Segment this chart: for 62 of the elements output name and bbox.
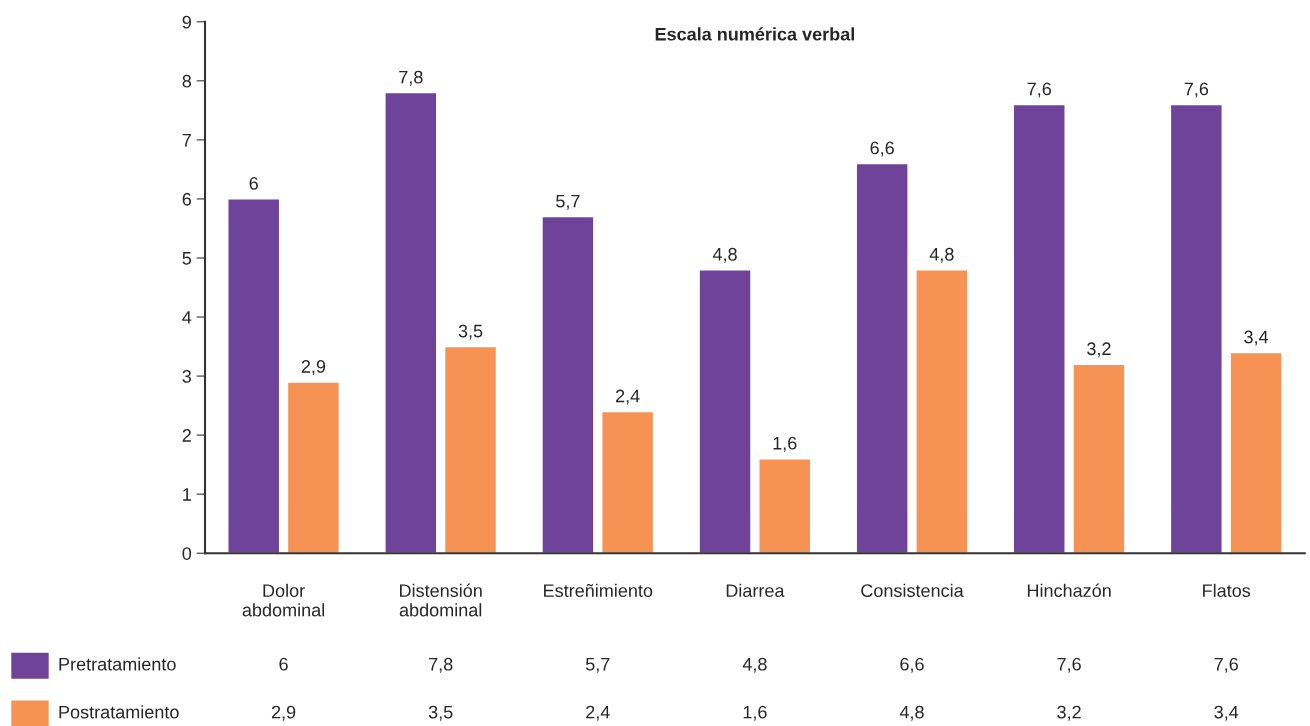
text: 5,7	[556, 194, 580, 210]
text: 7,6	[1184, 82, 1209, 98]
y-tick-label: 6	[182, 192, 192, 206]
text: 4,8	[929, 247, 954, 263]
data-label: 4,8	[742, 657, 767, 673]
y-tick-label: 5	[182, 252, 192, 265]
data-label: 7,6	[1214, 657, 1238, 673]
x-tick-label: Hinchazón	[1027, 583, 1111, 598]
x-tick-label: Distensión abdominal	[399, 583, 482, 617]
data-label: 1,6	[743, 705, 767, 721]
text: 2,9	[301, 360, 326, 375]
text: 3,5	[458, 324, 483, 340]
y-tick-label: 9	[182, 15, 191, 29]
x-tick-label: Flatos	[1203, 583, 1251, 598]
x-tick-label: Estreñimiento	[544, 583, 653, 598]
text: 3,4	[1244, 330, 1269, 346]
data-label: 3,4	[1214, 705, 1239, 721]
bar	[1229, 351, 1283, 554]
text: 3,2	[1087, 342, 1111, 358]
x-tick-label: Dolor abdominal	[242, 583, 325, 617]
text: 6	[249, 177, 258, 190]
data-label: 2,4	[586, 705, 610, 721]
y-tick-label: 1	[183, 488, 191, 501]
legend-label: Postratamiento	[59, 705, 179, 719]
y-tick-label: 7	[182, 134, 191, 147]
data-label: 2,9	[271, 705, 296, 721]
text: 7,8	[399, 70, 423, 86]
data-label: 7,8	[429, 657, 453, 673]
text: 1,6	[773, 436, 797, 452]
bar	[915, 269, 969, 554]
data-label: 3,5	[428, 705, 453, 721]
bar	[1012, 103, 1066, 554]
data-label: 7,6	[1057, 657, 1081, 673]
y-tick-label: 3	[182, 370, 192, 383]
bar	[758, 458, 812, 554]
bar	[443, 345, 498, 554]
x-tick-label: Diarrea	[726, 583, 785, 598]
data-label: 4,8	[899, 705, 924, 721]
bar	[698, 269, 752, 554]
bar	[541, 215, 595, 554]
y-tick-label: 0	[182, 547, 192, 560]
y-tick-label: 2	[182, 429, 191, 442]
bar	[286, 381, 341, 554]
text: 7,6	[1027, 82, 1052, 98]
chart-title: Escala numérica verbal	[655, 27, 854, 41]
text: 2,4	[615, 389, 640, 405]
data-label: 6	[279, 657, 288, 671]
bar	[855, 162, 909, 554]
data-label: 3,2	[1057, 705, 1081, 721]
x-tick-label: Consistencia	[861, 583, 964, 598]
data-label: 5,7	[585, 657, 610, 673]
y-tick-label: 8	[182, 74, 192, 88]
text: 6,6	[870, 141, 894, 157]
text: 4,8	[712, 247, 737, 263]
bar	[601, 410, 655, 554]
bar	[1072, 363, 1126, 554]
legend-label: Pretratamiento	[59, 657, 176, 671]
data-label: 6,6	[900, 657, 924, 673]
bar	[227, 198, 281, 554]
y-tick-label: 4	[182, 311, 192, 324]
bar	[384, 91, 438, 554]
bar	[1169, 103, 1223, 554]
